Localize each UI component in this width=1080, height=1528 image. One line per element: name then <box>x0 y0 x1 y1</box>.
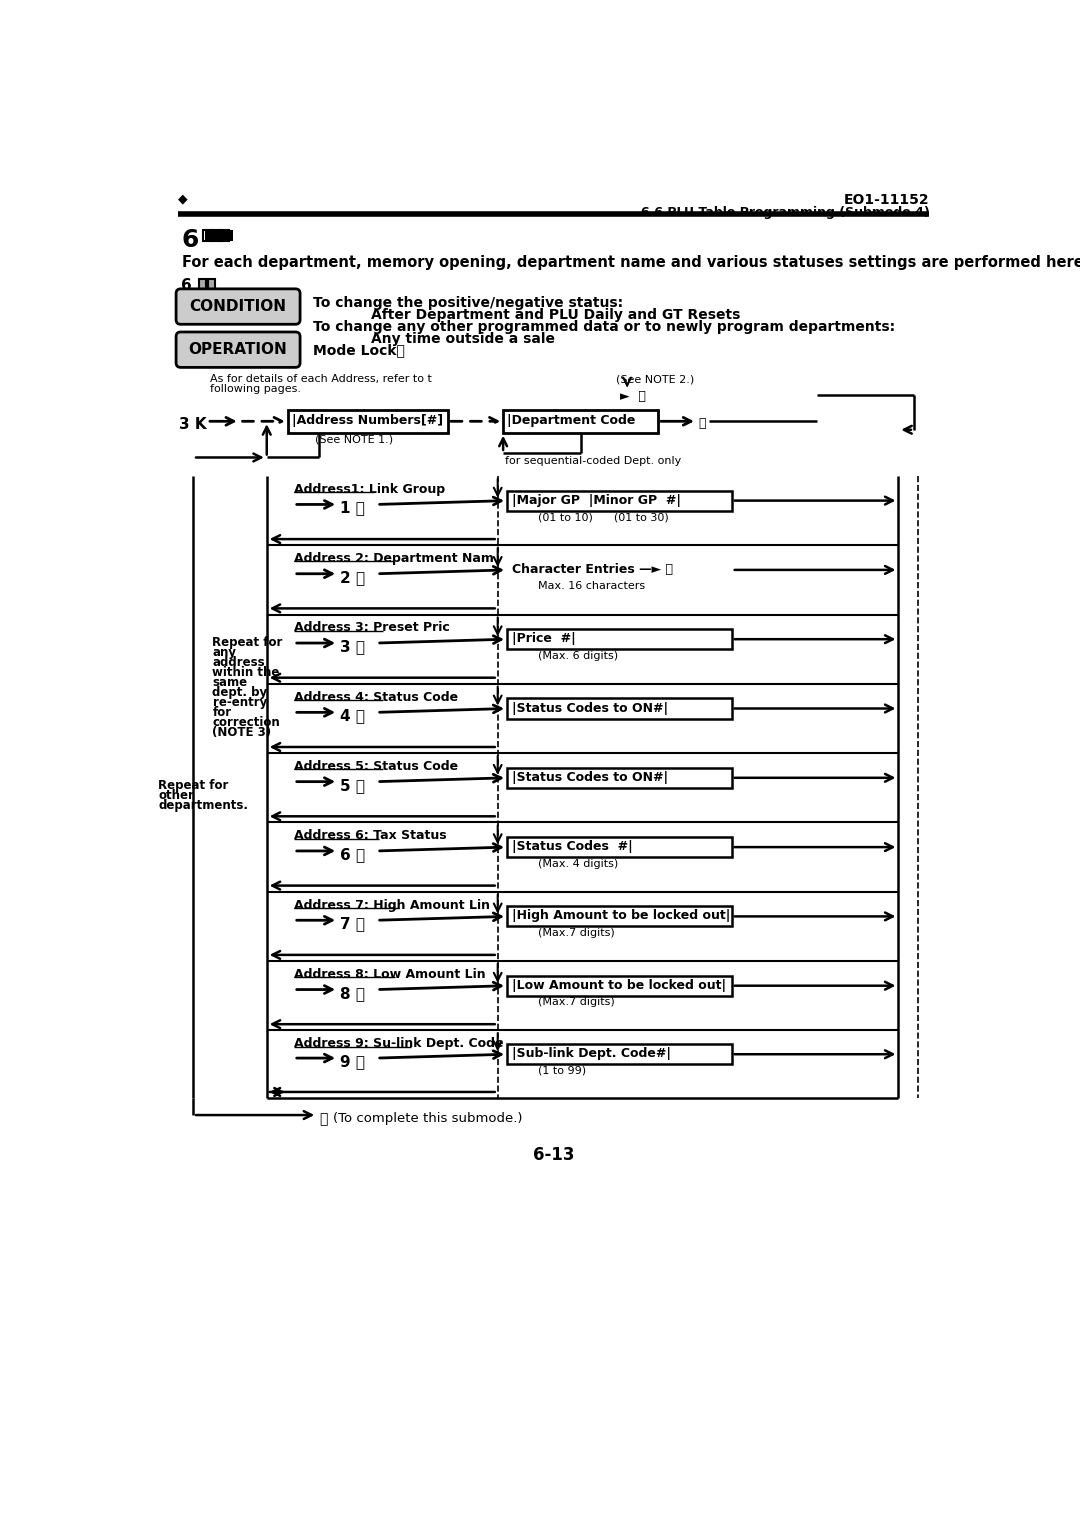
Text: (See NOTE 2.): (See NOTE 2.) <box>616 374 693 385</box>
Text: (Max.7 digits): (Max.7 digits) <box>538 927 615 938</box>
Text: (1 to 99): (1 to 99) <box>538 1067 586 1076</box>
Text: OPERATION: OPERATION <box>189 342 287 358</box>
Text: 6: 6 <box>181 278 192 293</box>
Text: Character Entries —► ␥: Character Entries —► ␥ <box>512 562 673 576</box>
Bar <box>507 1044 732 1063</box>
Text: EO1-11152: EO1-11152 <box>843 193 930 206</box>
Text: ►  ␥: ► ␥ <box>620 391 646 403</box>
Text: Address 4: Status Code: Address 4: Status Code <box>294 691 458 704</box>
Bar <box>507 976 732 996</box>
Text: |Address Numbers[#]: |Address Numbers[#] <box>292 414 443 426</box>
Bar <box>205 229 212 241</box>
Text: other: other <box>159 788 194 802</box>
Text: ␥: ␥ <box>320 1112 328 1126</box>
Text: Max. 16 characters: Max. 16 characters <box>538 582 645 591</box>
Text: (Max. 6 digits): (Max. 6 digits) <box>538 651 618 660</box>
Text: departments.: departments. <box>159 799 248 811</box>
Text: correction: correction <box>213 717 280 729</box>
Text: 3 K: 3 K <box>179 417 206 432</box>
Text: 8 ␥: 8 ␥ <box>340 986 365 1001</box>
Bar <box>213 229 219 241</box>
Text: any: any <box>213 646 237 659</box>
Bar <box>220 229 227 241</box>
Bar <box>212 229 221 241</box>
Text: |Price  #|: |Price #| <box>512 633 576 645</box>
FancyBboxPatch shape <box>176 332 300 367</box>
Bar <box>507 767 732 788</box>
Text: for sequential-coded Dept. only: for sequential-coded Dept. only <box>505 455 681 466</box>
Text: (See NOTE 1.): (See NOTE 1.) <box>314 434 393 445</box>
Text: |Status Codes to ON#|: |Status Codes to ON#| <box>512 770 667 784</box>
Text: Address 3: Preset Pric: Address 3: Preset Pric <box>294 622 449 634</box>
Text: Address 8: Low Amount Lin: Address 8: Low Amount Lin <box>294 969 486 981</box>
Text: (NOTE 3): (NOTE 3) <box>213 726 272 740</box>
Text: 6.6 PLU Table Programming (Submode 4): 6.6 PLU Table Programming (Submode 4) <box>640 206 930 220</box>
Text: (Max.7 digits): (Max.7 digits) <box>538 998 615 1007</box>
Text: Repeat for: Repeat for <box>159 779 229 792</box>
Text: Repeat for: Repeat for <box>213 636 283 649</box>
Text: re-entry: re-entry <box>213 697 267 709</box>
Text: |Status Codes  #|: |Status Codes #| <box>512 840 633 853</box>
Text: address: address <box>213 656 265 669</box>
Bar <box>287 410 448 432</box>
Bar <box>507 490 732 510</box>
Text: ◆: ◆ <box>177 193 187 206</box>
Text: After Department and PLU Daily and GT Resets: After Department and PLU Daily and GT Re… <box>372 309 741 322</box>
Text: Any time outside a sale: Any time outside a sale <box>372 332 555 345</box>
Text: 3 ␥: 3 ␥ <box>340 639 365 654</box>
Text: 1 ␥: 1 ␥ <box>340 501 365 515</box>
Text: CONDITION: CONDITION <box>190 299 286 315</box>
Text: Address 2: Department Nam: Address 2: Department Nam <box>294 552 494 565</box>
Bar <box>227 229 233 241</box>
Text: 2 ␥: 2 ␥ <box>340 570 365 585</box>
Text: To change any other programmed data or to newly program departments:: To change any other programmed data or t… <box>313 321 895 335</box>
Text: (To complete this submode.): (To complete this submode.) <box>333 1112 522 1125</box>
Text: As for details of each Address, refer to t: As for details of each Address, refer to… <box>211 374 432 385</box>
Text: (Max. 4 digits): (Max. 4 digits) <box>538 859 618 868</box>
Bar <box>219 229 229 241</box>
Text: Address 5: Status Code: Address 5: Status Code <box>294 759 458 773</box>
Text: following pages.: following pages. <box>211 384 301 394</box>
Text: Address1: Link Group: Address1: Link Group <box>294 483 445 497</box>
Text: 5 ␥: 5 ␥ <box>340 778 365 793</box>
Bar <box>507 906 732 926</box>
FancyBboxPatch shape <box>176 289 300 324</box>
Text: within the: within the <box>213 666 280 678</box>
Text: Mode Lock␥: Mode Lock␥ <box>313 344 405 358</box>
Bar <box>203 229 213 241</box>
Text: 6 ␥: 6 ␥ <box>340 847 365 862</box>
Bar <box>507 698 732 718</box>
Text: 6-13: 6-13 <box>532 1146 575 1164</box>
Text: ␥: ␥ <box>699 417 706 431</box>
Text: For each department, memory opening, department name and various statuses settin: For each department, memory opening, dep… <box>181 255 1080 270</box>
Text: |Low Amount to be locked out|: |Low Amount to be locked out| <box>512 979 726 992</box>
Text: 6: 6 <box>181 228 199 252</box>
Text: for: for <box>213 706 231 720</box>
Text: 4 ␥: 4 ␥ <box>340 709 365 723</box>
Bar <box>207 278 215 290</box>
Text: To change the positive/negative status:: To change the positive/negative status: <box>313 296 623 310</box>
Text: |Status Codes to ON#|: |Status Codes to ON#| <box>512 701 667 715</box>
Text: |High Amount to be locked out|: |High Amount to be locked out| <box>512 909 730 923</box>
Bar <box>507 630 732 649</box>
Text: Address 7: High Amount Lin: Address 7: High Amount Lin <box>294 898 490 912</box>
Text: |Department Code: |Department Code <box>507 414 635 426</box>
Text: Address 6: Tax Status: Address 6: Tax Status <box>294 830 446 842</box>
Text: |Sub-link Dept. Code#|: |Sub-link Dept. Code#| <box>512 1047 671 1060</box>
Bar <box>507 837 732 857</box>
Text: (01 to 10)      (01 to 30): (01 to 10) (01 to 30) <box>538 512 669 523</box>
Text: 7 ␥: 7 ␥ <box>340 917 365 932</box>
Bar <box>503 410 658 432</box>
Bar <box>199 278 205 290</box>
Text: 9 ␥: 9 ␥ <box>340 1054 365 1070</box>
Text: dept. by: dept. by <box>213 686 268 700</box>
Text: same: same <box>213 677 247 689</box>
Text: Address 9: Su-link Dept. Code: Address 9: Su-link Dept. Code <box>294 1038 503 1050</box>
Text: |Major GP  |Minor GP  #|: |Major GP |Minor GP #| <box>512 494 680 507</box>
